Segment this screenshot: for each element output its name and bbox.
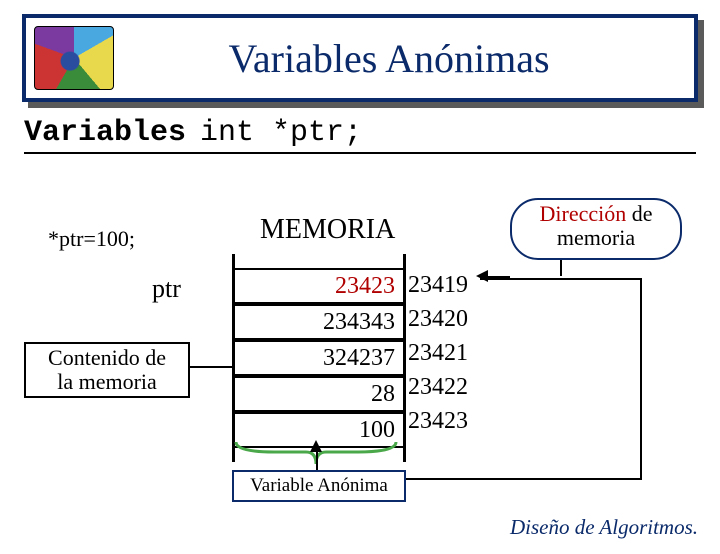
memory-address: 23422	[408, 370, 468, 404]
arrow-segment	[480, 278, 640, 280]
arrow-head-icon	[476, 270, 488, 282]
memory-cell: 23423	[235, 268, 403, 304]
declaration-code: int *ptr;	[200, 116, 362, 150]
slide-title: Variables Anónimas	[114, 35, 694, 82]
memory-column: 23423 234343 324237 28 100	[232, 254, 406, 462]
declaration-row: Variables int *ptr;	[24, 116, 696, 154]
address-label-suffix: de	[632, 201, 653, 226]
arrow-segment	[316, 450, 318, 470]
footer-text: Diseño de Algoritmos.	[510, 515, 698, 540]
memory-address: 23421	[408, 336, 468, 370]
pointer-assignment: *ptr=100;	[48, 226, 135, 252]
content-label-line2: la memoria	[57, 369, 157, 394]
memory-cell: 28	[235, 376, 403, 412]
logo-icon	[34, 26, 114, 90]
declaration-label: Variables	[24, 116, 186, 150]
arrow-segment	[640, 278, 642, 478]
address-label-line1: Dirección	[540, 201, 627, 226]
content-label-box: Contenido de la memoria	[24, 342, 190, 398]
memory-address: 23420	[408, 302, 468, 336]
anonymous-variable-label: Variable Anónima	[232, 470, 406, 502]
content-label-line1: Contenido de	[48, 345, 166, 370]
title-banner: Variables Anónimas	[22, 14, 698, 102]
address-label-bubble: Dirección de memoria	[510, 198, 682, 260]
memory-address: 23419	[408, 268, 468, 302]
content-connector-line	[186, 366, 232, 368]
memory-heading: MEMORIA	[260, 214, 395, 246]
memory-cell: 324237	[235, 340, 403, 376]
address-column: 23419 23420 23421 23422 23423	[408, 268, 468, 438]
ptr-variable-label: ptr	[152, 274, 181, 304]
arrow-segment	[406, 478, 642, 480]
memory-cell: 234343	[235, 304, 403, 340]
address-label-line2: memoria	[557, 225, 635, 250]
arrow-head-icon	[310, 440, 322, 452]
memory-address: 23423	[408, 404, 468, 438]
